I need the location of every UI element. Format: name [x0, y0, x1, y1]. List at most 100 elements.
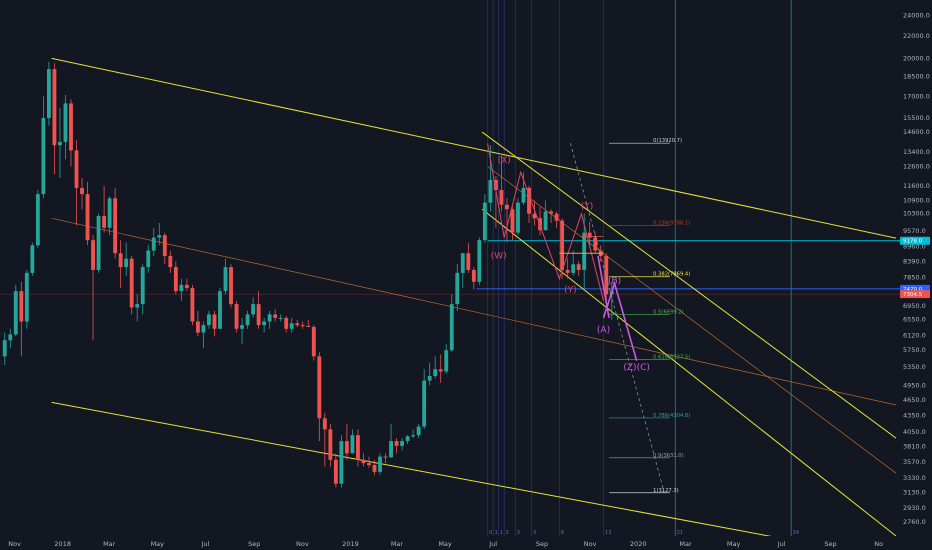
candle-body	[361, 459, 366, 464]
fib-time-number: 8	[561, 530, 564, 536]
candle-body	[91, 240, 95, 270]
candle-body	[13, 291, 18, 335]
candle-body	[449, 304, 454, 351]
candle-body	[587, 232, 592, 238]
price-tick-label: 4650.0	[903, 396, 926, 404]
candle-body	[510, 209, 515, 233]
channel-lower-line	[51, 401, 847, 550]
candle-body	[493, 179, 498, 190]
candle-body	[499, 189, 504, 205]
candle-body	[85, 194, 90, 241]
price-tick-label: 4050.0	[903, 428, 926, 436]
candle-body	[19, 291, 24, 322]
candle-body	[438, 369, 443, 372]
candle-body	[251, 304, 256, 315]
price-tick-label: 18500.0	[903, 73, 930, 81]
candle-body	[229, 267, 233, 305]
fib-time-number: 2	[506, 530, 509, 536]
time-tick-label: 2020	[630, 540, 647, 548]
time-tick-label: Sep	[248, 540, 260, 548]
time-axis[interactable]: Nov 2018 Mar May Jul Sep Nov 2019 Mar May Jul Sep No…	[0, 536, 932, 550]
candle-body	[427, 375, 432, 381]
price-tick-label: 5350.0	[903, 363, 926, 371]
candle-body	[405, 436, 410, 442]
candle-body	[113, 198, 118, 254]
candle-body	[477, 240, 482, 282]
candle-body	[333, 459, 338, 484]
candle-body	[24, 272, 29, 322]
time-tick-label: Nov	[296, 540, 309, 548]
candle-body	[223, 267, 228, 292]
time-tick-label: 2019	[342, 540, 359, 548]
time-tick-label: Jul	[200, 540, 209, 548]
candle-body	[184, 284, 189, 288]
wave-a-leg	[597, 255, 610, 319]
candle-body	[521, 187, 526, 203]
fib-retracement: 0(13920.7) 0.236(9786.1) 0.382(7869.4) 0.5(…	[609, 138, 690, 494]
fib-time-number: 34	[793, 530, 799, 536]
candle-body	[394, 441, 399, 446]
candle-body	[372, 465, 377, 472]
price-tick-label: 8390.0	[903, 258, 926, 266]
price-tick-label: 3130.0	[903, 489, 926, 497]
price-tick-label: 10300.0	[903, 210, 930, 218]
candle-body	[63, 103, 68, 142]
candle-body	[118, 253, 123, 268]
candle-body	[560, 220, 565, 270]
orange-trend-line	[51, 217, 897, 406]
time-tick-label: Nov	[584, 540, 597, 548]
candle-body	[593, 237, 598, 251]
price-tick-label: 5750.0	[903, 346, 926, 354]
fib-diagonal	[570, 143, 665, 493]
candle-body	[400, 441, 405, 446]
candle-body	[8, 334, 13, 341]
candle-body	[124, 258, 129, 268]
time-tick-label: Jul	[777, 540, 786, 548]
candle-body	[129, 258, 134, 308]
price-tick-label: 10900.0	[903, 196, 930, 204]
time-tick-label: May	[727, 540, 741, 548]
candle-body	[416, 426, 421, 436]
candle-body	[460, 253, 465, 273]
price-tick-label: 2760.0	[903, 518, 926, 526]
price-badge	[900, 290, 930, 299]
price-tick-label: 2930.0	[903, 504, 926, 512]
candle-body	[411, 435, 416, 437]
candle-body	[80, 187, 84, 195]
candle-body	[240, 325, 244, 329]
time-axis-background	[0, 536, 932, 550]
price-tick-label: 4350.0	[903, 412, 926, 420]
candle-body	[322, 418, 327, 430]
candle-body	[505, 204, 509, 210]
time-tick-label: Sep	[536, 540, 548, 548]
candle-body	[306, 325, 311, 327]
candle-body	[245, 314, 250, 326]
price-tick-label: 9570.0	[903, 227, 926, 235]
time-tick-label: May	[438, 540, 452, 548]
candle-body	[278, 317, 283, 319]
price-tick-label: 6950.0	[903, 302, 926, 310]
time-tick-label: Mar	[103, 540, 116, 548]
candle-body	[527, 187, 531, 214]
candle-body	[2, 340, 7, 357]
candle-body	[350, 435, 355, 454]
price-axis[interactable]: 24000.0 22000.0 20000.0 18500.0 17000.0 15500…	[900, 0, 932, 550]
candle-body	[356, 435, 360, 460]
wave-label: (Z)(C)	[623, 363, 650, 373]
wave-labels: (X) (W) (Y) (Y) (B) (A) (Z)(C)	[491, 156, 650, 373]
candle-body	[256, 304, 261, 326]
price-tick-label: 3330.0	[903, 474, 926, 482]
fib-level-label: 0.618(5527.5)	[653, 354, 690, 360]
candle-body	[466, 253, 471, 270]
candle-body	[135, 304, 140, 308]
candle-body	[212, 314, 217, 329]
candle-body	[549, 211, 554, 214]
candle-body	[41, 118, 46, 195]
candle-body	[140, 267, 145, 305]
fib-time-number: 21	[677, 530, 683, 536]
horizontal-lines	[0, 240, 900, 295]
candle-body	[433, 369, 438, 376]
fib-time-number: 0	[489, 530, 492, 536]
